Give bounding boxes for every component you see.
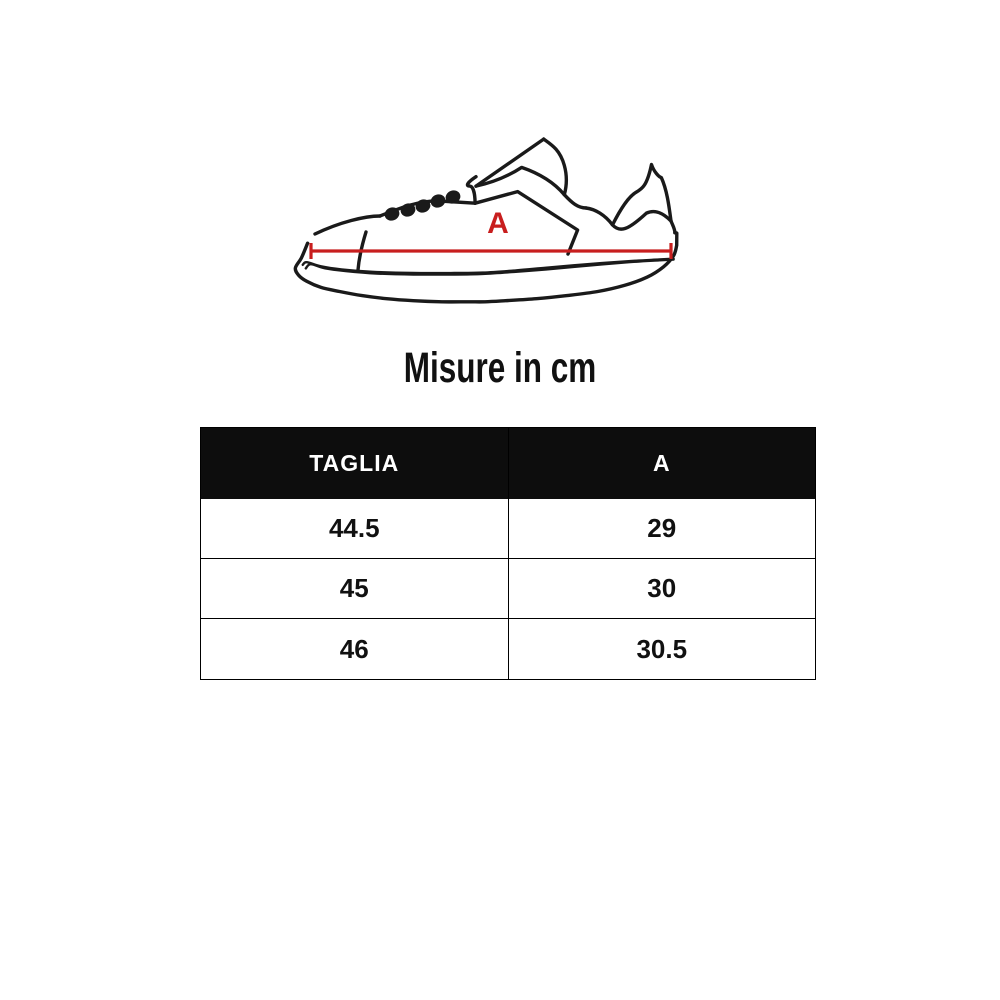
svg-text:A: A — [487, 207, 509, 240]
